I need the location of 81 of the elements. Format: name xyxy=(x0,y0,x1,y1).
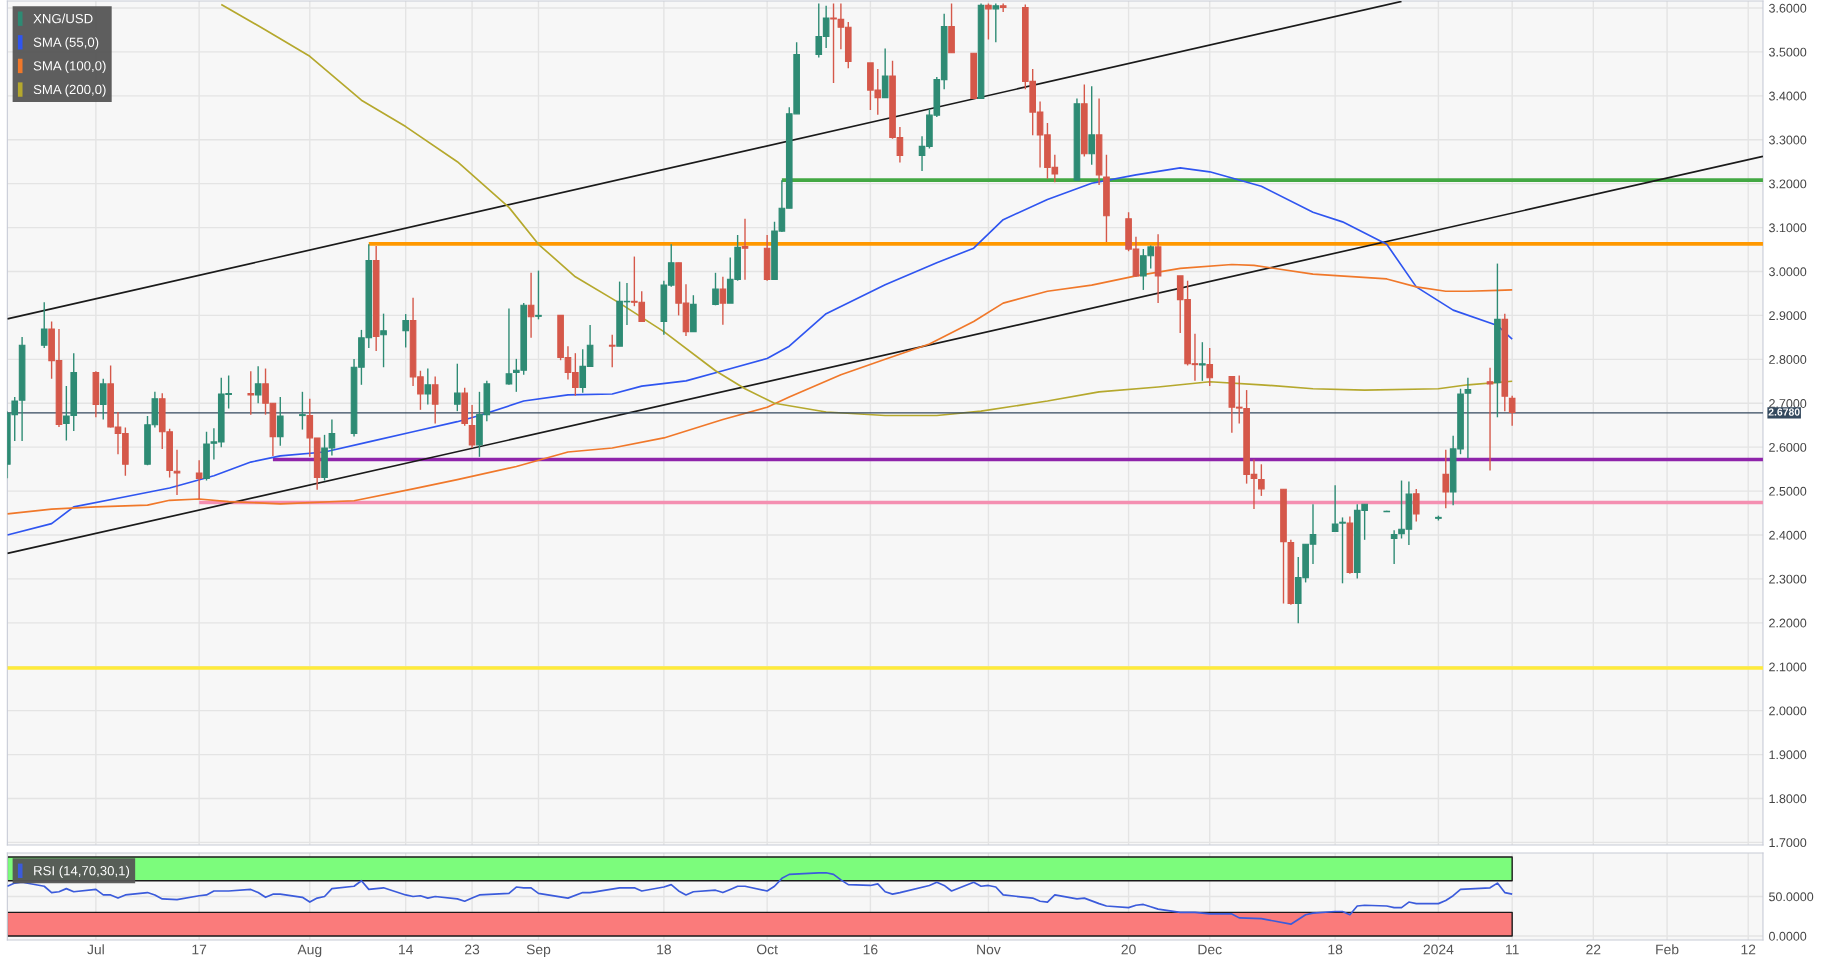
x-tick-label: 23 xyxy=(465,944,480,955)
candlestick xyxy=(40,301,48,349)
line-series xyxy=(7,263,1514,515)
x-tick-label: 20 xyxy=(1121,944,1136,955)
candlestick xyxy=(380,312,387,368)
x-tick-label: Aug xyxy=(297,944,322,958)
candlestick xyxy=(1442,449,1450,509)
candlestick xyxy=(712,272,719,307)
y-tick-label: 3.6000 xyxy=(1769,3,1807,13)
candlestick xyxy=(505,307,513,386)
candlestick xyxy=(535,269,542,321)
candlestick xyxy=(195,459,203,500)
x-tick-label: Jul xyxy=(87,944,104,955)
x-tick-label: Sep xyxy=(526,944,551,958)
x-tick-label: 2024 xyxy=(1423,944,1454,955)
y-tick-label: 3.5000 xyxy=(1769,47,1807,57)
candlestick xyxy=(99,377,107,421)
x-tick-label: 16 xyxy=(863,944,878,955)
x-tick-label: Dec xyxy=(1198,944,1222,955)
ref-line-label: 2.6780 xyxy=(1768,408,1800,416)
candlestick xyxy=(1199,341,1206,382)
y-tick-label: 0.0000 xyxy=(1769,931,1807,941)
y-tick-label: 1.7000 xyxy=(1769,838,1807,848)
candlestick xyxy=(424,367,432,406)
candlestick xyxy=(741,218,749,281)
y-tick-label: 50.0000 xyxy=(1769,892,1814,902)
y-tick-label: 2.1000 xyxy=(1769,662,1807,672)
candlestick xyxy=(985,2,992,41)
candlestick xyxy=(247,370,255,416)
candlestick xyxy=(276,396,284,447)
legend-label: XNG/USD xyxy=(33,13,93,24)
candlestick xyxy=(402,313,410,349)
candlestick xyxy=(468,404,476,449)
candlestick xyxy=(992,2,1000,43)
x-tick-label: 14 xyxy=(399,944,413,955)
candlestick xyxy=(1486,366,1494,472)
candlestick xyxy=(254,365,262,404)
legend-label: SMA (100,0) xyxy=(33,60,106,74)
legend-label: SMA (55,0) xyxy=(33,37,99,50)
candlestick xyxy=(173,449,181,496)
x-tick-label: 17 xyxy=(192,944,207,955)
x-tick-label: 22 xyxy=(1586,944,1601,955)
y-tick-label: 3.0000 xyxy=(1769,267,1807,277)
y-tick-label: 3.4000 xyxy=(1769,91,1807,101)
line-series xyxy=(7,167,1514,536)
candlestick xyxy=(608,334,616,368)
y-tick-label: 3.1000 xyxy=(1769,223,1807,233)
y-tick-label: 1.9000 xyxy=(1769,750,1807,760)
x-tick-label: 11 xyxy=(1506,944,1519,955)
candlestick xyxy=(1258,463,1265,497)
candlestick xyxy=(431,375,439,425)
candlestick xyxy=(1088,85,1096,166)
line-series xyxy=(220,3,1514,417)
x-tick-label: Feb xyxy=(1656,944,1679,955)
y-tick-label: 2.8000 xyxy=(1769,355,1807,364)
candlestick xyxy=(1206,347,1214,387)
candlestick xyxy=(453,363,461,412)
y-tick-label: 2.2000 xyxy=(1769,618,1807,628)
x-tick-label: 18 xyxy=(657,944,671,955)
candlestick xyxy=(881,47,889,99)
legend-label: RSI (14,70,30,1) xyxy=(34,865,130,878)
legend-label: SMA (200,0) xyxy=(33,84,106,97)
y-tick-label: 2.5000 xyxy=(1769,486,1807,496)
y-tick-label: 1.8000 xyxy=(1769,794,1807,804)
y-tick-label: 2.4000 xyxy=(1769,530,1807,540)
candlestick xyxy=(1508,395,1516,427)
y-tick-label: 2.9000 xyxy=(1769,311,1807,321)
y-tick-label: 2.6000 xyxy=(1769,442,1807,452)
x-tick-label: Oct xyxy=(756,944,778,955)
candlestick xyxy=(1390,529,1398,565)
y-tick-label: 2.0000 xyxy=(1769,706,1807,716)
y-tick-label: 2.3000 xyxy=(1769,574,1807,584)
y-tick-label: 3.2000 xyxy=(1769,179,1807,189)
candlestick xyxy=(299,391,306,431)
candlestick xyxy=(1412,488,1420,523)
y-tick-label: 3.3000 xyxy=(1769,135,1807,145)
y-tick-label: 2.7000 xyxy=(1769,399,1807,408)
x-tick-label: 18 xyxy=(1328,944,1343,955)
candlestick xyxy=(719,276,727,326)
x-tick-label: 12 xyxy=(1741,944,1756,955)
x-tick-label: Nov xyxy=(977,944,1001,955)
